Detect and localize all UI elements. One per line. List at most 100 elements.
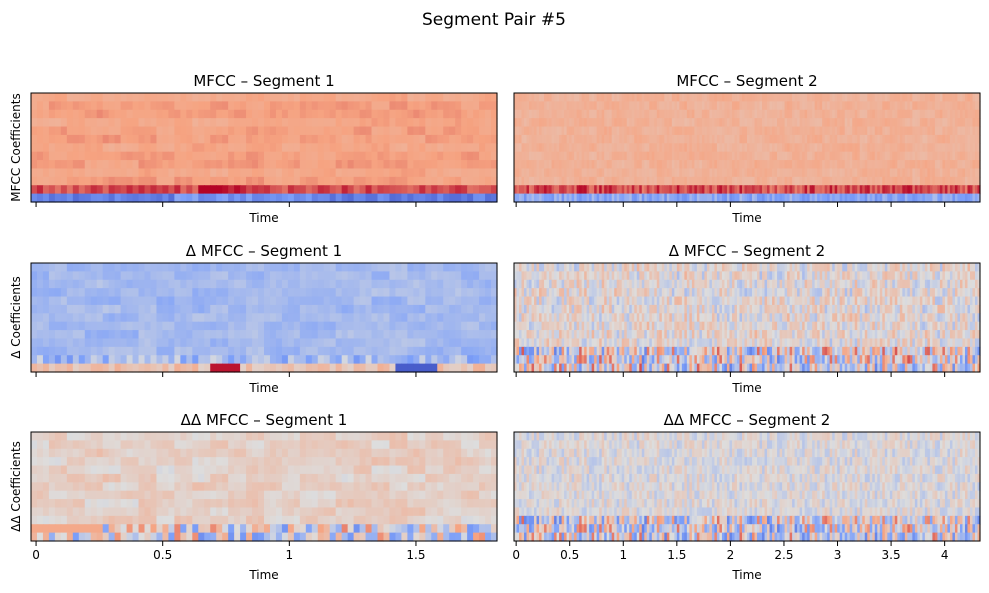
heatmap-cell <box>126 263 134 272</box>
heatmap-cell <box>897 263 901 272</box>
heatmap-cell <box>974 168 979 178</box>
heatmap-cell <box>777 279 781 289</box>
heatmap-cell <box>762 151 766 161</box>
heatmap-cell <box>729 143 733 153</box>
heatmap-cell <box>407 126 414 136</box>
heatmap-cell <box>804 271 808 281</box>
heatmap-cell <box>449 118 456 128</box>
heatmap-cell <box>569 134 573 144</box>
heatmap-cell <box>777 271 781 281</box>
heatmap-cell <box>413 263 420 272</box>
heatmap-cell <box>594 118 598 128</box>
heatmap-cell <box>114 193 122 203</box>
heatmap-cell <box>646 176 650 186</box>
heatmap-cell <box>234 101 241 111</box>
heatmap-cell <box>371 93 379 102</box>
heatmap-cell <box>264 168 271 178</box>
heatmap-cell <box>395 321 403 331</box>
heatmap-cell <box>571 271 575 281</box>
heatmap-cell <box>228 168 235 178</box>
heatmap-cell <box>534 101 538 111</box>
heatmap-cell <box>824 126 828 136</box>
heatmap-cell <box>395 134 403 144</box>
heatmap-cell <box>747 93 751 102</box>
heatmap-cell <box>467 93 474 102</box>
heatmap-cell <box>977 143 981 153</box>
heatmap-cell <box>726 271 731 281</box>
heatmap-cell <box>679 279 683 289</box>
heatmap-cell <box>401 109 408 119</box>
heatmap-cell <box>704 126 708 136</box>
heatmap-cell <box>108 338 116 348</box>
heatmap-cell <box>198 296 205 306</box>
heatmap-cell <box>772 263 776 272</box>
heatmap-cell <box>679 193 683 203</box>
heatmap-cell <box>631 134 635 144</box>
heatmap-cell <box>787 193 791 203</box>
heatmap-cell <box>824 118 828 128</box>
heatmap-cell <box>977 263 981 272</box>
heatmap-cell <box>744 143 748 153</box>
heatmap-cell <box>60 126 68 136</box>
heatmap-cell <box>772 160 776 170</box>
heatmap-cell <box>132 185 140 195</box>
heatmap-cell <box>596 185 600 195</box>
heatmap-cell <box>293 321 301 331</box>
heatmap-cell <box>564 193 568 203</box>
heatmap-cell <box>252 304 259 314</box>
heatmap-cell <box>323 271 331 281</box>
heatmap-cell <box>817 109 821 119</box>
heatmap-cell <box>150 346 158 356</box>
heatmap-cell <box>204 185 211 195</box>
heatmap-cell <box>716 126 721 136</box>
heatmap-cell <box>701 109 706 119</box>
heatmap-cell <box>839 151 843 161</box>
heatmap-cell <box>967 93 971 102</box>
heatmap-cell <box>576 134 580 144</box>
heatmap-cell <box>536 134 540 144</box>
heatmap-cell <box>36 304 44 314</box>
heatmap-cell <box>120 109 128 119</box>
heatmap-cell <box>804 168 808 178</box>
heatmap-cell <box>228 151 235 161</box>
heatmap-cell <box>419 338 426 348</box>
heatmap-cell <box>365 134 373 144</box>
heatmap-cell <box>711 101 716 111</box>
heatmap-cell <box>36 321 44 331</box>
heatmap-cell <box>419 263 426 272</box>
heatmap-cell <box>564 176 568 186</box>
heatmap-cell <box>96 193 104 203</box>
heatmap-cell <box>784 263 788 272</box>
heatmap-cell <box>764 151 768 161</box>
heatmap-cell <box>922 143 926 153</box>
heatmap-cell <box>72 93 80 102</box>
heatmap-cell <box>919 168 923 178</box>
heatmap-cell <box>569 151 573 161</box>
heatmap-cell <box>78 118 86 128</box>
heatmap-cell <box>666 101 670 111</box>
heatmap-cell <box>789 271 793 281</box>
heatmap-cell <box>546 109 550 119</box>
heatmap-cell <box>467 288 474 298</box>
heatmap-cell <box>413 338 420 348</box>
heatmap-cell <box>275 296 283 306</box>
heatmap-cell <box>287 304 295 314</box>
heatmap-cell <box>646 185 650 195</box>
heatmap-cell <box>689 271 693 281</box>
heatmap-cell <box>516 176 520 186</box>
heatmap-cell <box>216 313 223 323</box>
heatmap-cell <box>769 118 773 128</box>
heatmap-cell <box>102 93 110 102</box>
heatmap-cell <box>599 176 603 186</box>
heatmap-cell <box>661 176 665 186</box>
heatmap-cell <box>546 168 550 178</box>
heatmap-cell <box>401 134 408 144</box>
heatmap-cell <box>859 271 863 281</box>
heatmap-cell <box>132 109 140 119</box>
heatmap-cell <box>731 185 736 195</box>
heatmap-cell <box>192 263 199 272</box>
heatmap-cell <box>759 143 763 153</box>
heatmap-cell <box>564 134 568 144</box>
heatmap-cell <box>619 93 623 102</box>
heatmap-cell <box>407 160 414 170</box>
